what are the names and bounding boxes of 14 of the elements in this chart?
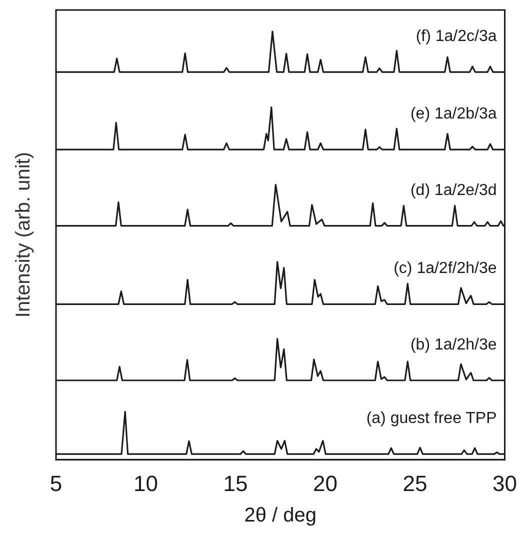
x-tick-label: 25 — [402, 470, 428, 496]
series-label: (a) guest free TPP — [366, 410, 497, 428]
x-tick-label: 20 — [313, 470, 338, 496]
series-label: (e) 1a/2b/3a — [410, 106, 497, 123]
x-tick-label: 5 — [50, 470, 62, 496]
x-tick-label: 30 — [492, 470, 518, 496]
x-tick-label: 15 — [223, 470, 248, 496]
series-label: (c) 1a/2f/2h/3e — [394, 260, 497, 278]
series-label: (f) 1a/2c/3a — [416, 28, 497, 46]
series-label: (b) 1a/2h/3e — [410, 336, 497, 354]
x-axis-title: 2θ / deg — [244, 504, 317, 527]
x-tick-label: 10 — [134, 470, 158, 496]
y-axis-title: Intensity (arb. unit) — [12, 152, 35, 318]
series-label: (d) 1a/2e/3d — [410, 182, 497, 199]
